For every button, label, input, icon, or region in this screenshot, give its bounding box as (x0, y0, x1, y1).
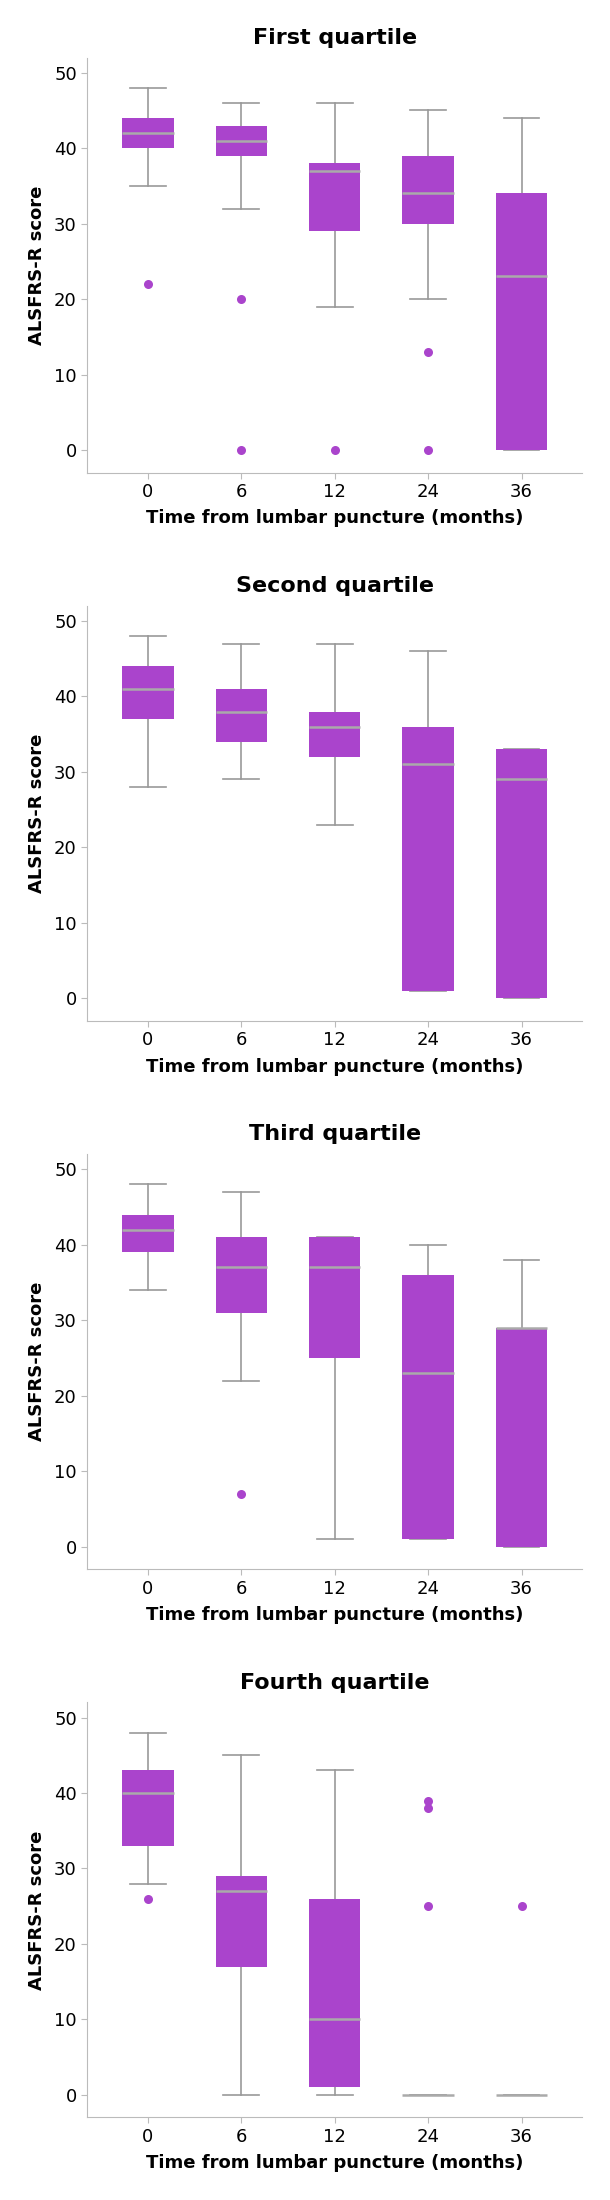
Bar (216, 1877, 267, 1967)
Y-axis label: ALSFRS-R score: ALSFRS-R score (28, 1283, 46, 1441)
Bar (496, 194, 547, 451)
Bar (403, 1276, 454, 1540)
Y-axis label: ALSFRS-R score: ALSFRS-R score (28, 735, 46, 893)
Bar (122, 667, 174, 719)
X-axis label: Time from lumbar puncture (months): Time from lumbar puncture (months) (146, 510, 523, 528)
Bar (216, 689, 267, 741)
Bar (216, 1236, 267, 1313)
Bar (216, 125, 267, 156)
Bar (309, 163, 361, 231)
Bar (122, 1214, 174, 1252)
Bar (309, 711, 361, 757)
X-axis label: Time from lumbar puncture (months): Time from lumbar puncture (months) (146, 1058, 523, 1076)
Bar (309, 1236, 361, 1357)
Bar (403, 156, 454, 224)
Bar (496, 750, 547, 999)
Bar (122, 1771, 174, 1846)
X-axis label: Time from lumbar puncture (months): Time from lumbar puncture (months) (146, 1606, 523, 1624)
Bar (122, 119, 174, 147)
Bar (309, 1899, 361, 2088)
Title: Second quartile: Second quartile (235, 576, 434, 596)
Y-axis label: ALSFRS-R score: ALSFRS-R score (28, 1830, 46, 1989)
Bar (403, 726, 454, 990)
Bar (496, 1329, 547, 1547)
Title: Third quartile: Third quartile (249, 1124, 421, 1144)
Title: Fourth quartile: Fourth quartile (240, 1672, 429, 1692)
Y-axis label: ALSFRS-R score: ALSFRS-R score (28, 185, 46, 345)
Title: First quartile: First quartile (253, 29, 417, 48)
X-axis label: Time from lumbar puncture (months): Time from lumbar puncture (months) (146, 2154, 523, 2171)
